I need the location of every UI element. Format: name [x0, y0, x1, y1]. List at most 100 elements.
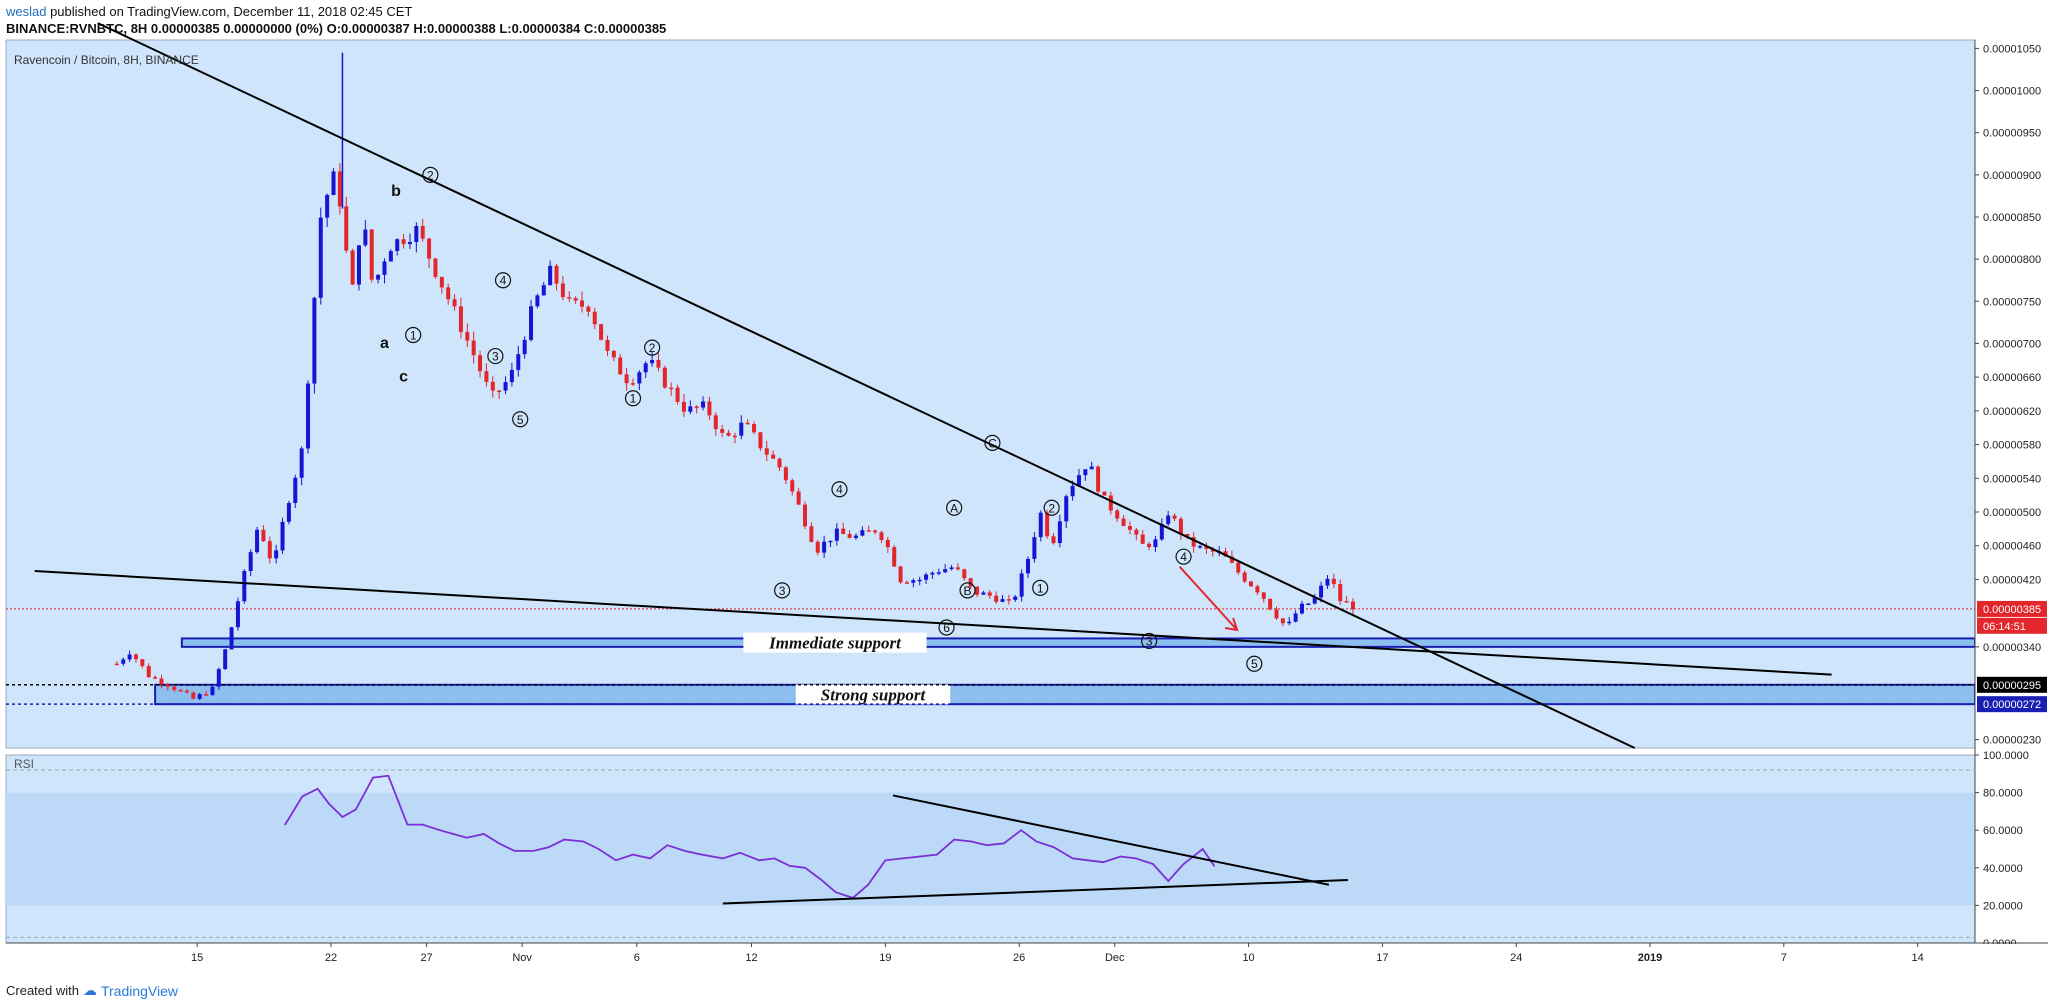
- rsi-point: [513, 850, 516, 852]
- candle-body: [146, 666, 151, 678]
- candle-body: [924, 574, 929, 580]
- candle-body: [446, 287, 451, 300]
- rsi-point: [632, 853, 634, 856]
- wave-label: 5: [517, 413, 524, 427]
- candle-body: [822, 541, 827, 553]
- price-mark-label: 0.00000295: [1983, 680, 2041, 692]
- rsi-point: [739, 851, 741, 854]
- candle-body: [1166, 515, 1171, 525]
- candle-body: [624, 374, 629, 384]
- wave-label-circle: [624, 390, 642, 407]
- rsi-point: [970, 840, 973, 843]
- wave-labels: 2 b a 1 c 4 3 5 2 1 4 3 A B 6 C 2 1 4 3 5: [380, 166, 1263, 672]
- wave-label: 4: [836, 483, 843, 497]
- wave-label-circle: [405, 326, 422, 344]
- candle-body: [605, 339, 610, 351]
- wave-label: 5: [1251, 657, 1258, 671]
- wave-label: 4: [1180, 550, 1187, 564]
- rsi-point: [867, 883, 869, 886]
- candle-body: [554, 265, 559, 284]
- candle-body: [567, 297, 572, 299]
- candle-body: [267, 541, 272, 559]
- forecast-arrow-head: [1224, 617, 1239, 632]
- candle-body: [662, 367, 667, 388]
- candle-body: [503, 382, 508, 391]
- candle-body: [688, 406, 693, 412]
- candle-body: [732, 435, 737, 438]
- time-tick-label: 10: [1242, 952, 1254, 964]
- rsi-point: [387, 774, 390, 777]
- candles: [114, 52, 1355, 701]
- candle-body: [229, 627, 234, 650]
- candle-body: [1325, 578, 1330, 586]
- candle-body: [458, 306, 463, 333]
- candle-body: [681, 401, 686, 412]
- wave-label-circle: [512, 411, 529, 428]
- candle-body: [541, 285, 546, 296]
- rsi-point: [1102, 861, 1105, 863]
- wave-label: 2: [649, 341, 656, 355]
- candle-body: [452, 299, 457, 307]
- candle-body: [1121, 518, 1126, 527]
- candle-body: [943, 569, 948, 573]
- wave-label: A: [950, 501, 958, 515]
- rsi-point: [483, 833, 485, 835]
- time-tick-label: 15: [191, 952, 203, 964]
- rsi-point: [758, 859, 760, 862]
- wave-label-circle: [831, 481, 848, 498]
- price-axis-bg: [1975, 40, 2050, 943]
- candle-body: [216, 669, 221, 687]
- price-tick-label: 0.00000750: [1983, 296, 2041, 308]
- candle-body: [414, 226, 419, 243]
- candle-body: [898, 566, 903, 583]
- candle-body: [484, 371, 489, 382]
- candle-body: [548, 265, 553, 286]
- candle-body: [401, 239, 406, 245]
- candle-body: [1032, 537, 1037, 559]
- candle-body: [184, 690, 189, 693]
- wave-label: 2: [427, 168, 434, 182]
- rsi-tick-label: 60.0000: [1983, 825, 2023, 837]
- time-tick-label: Dec: [1105, 952, 1125, 964]
- rsi-point: [901, 857, 904, 860]
- support-zone-label-bg: [795, 684, 951, 705]
- candle-body: [1153, 539, 1158, 548]
- rsi-point: [341, 816, 344, 818]
- candle-body: [560, 283, 565, 298]
- rsi-point: [421, 823, 424, 826]
- rsi-line: [284, 774, 1215, 899]
- author-link[interactable]: weslad: [6, 4, 47, 19]
- wave-label: 4: [500, 274, 507, 288]
- candle-body: [1089, 466, 1094, 470]
- created-with-label: Created with: [6, 983, 79, 998]
- rsi-title: RSI: [14, 757, 34, 771]
- candle-body: [274, 550, 279, 559]
- candle-body: [841, 528, 846, 535]
- candle-body: [331, 171, 336, 195]
- rsi-point: [372, 776, 374, 779]
- rsi-point: [328, 803, 330, 805]
- trendline-lower-support: [34, 570, 1832, 676]
- candle-body: [885, 539, 890, 548]
- publish-info: published on TradingView.com, December 1…: [46, 4, 413, 19]
- candle-body: [210, 686, 215, 695]
- wave-label: 1: [630, 392, 637, 406]
- tradingview-brand[interactable]: TradingView: [100, 982, 179, 999]
- wave-label: 3: [1146, 634, 1153, 648]
- candle-body: [764, 448, 769, 455]
- wave-label-circle: [946, 499, 963, 516]
- candle-body: [815, 541, 820, 553]
- rsi-point: [683, 850, 686, 852]
- candle-body: [611, 350, 616, 358]
- rsi-point: [666, 844, 669, 847]
- rsi-point: [788, 865, 791, 867]
- candle-body: [1350, 601, 1355, 610]
- candle-body: [1000, 599, 1005, 602]
- candle-body: [904, 582, 909, 584]
- time-tick-label: 19: [879, 952, 891, 964]
- wave-label-circle: [984, 434, 1001, 451]
- candle-body: [713, 415, 718, 430]
- rsi-point: [936, 853, 938, 856]
- candle-body: [650, 359, 655, 364]
- wave-label-circle: [1043, 499, 1060, 516]
